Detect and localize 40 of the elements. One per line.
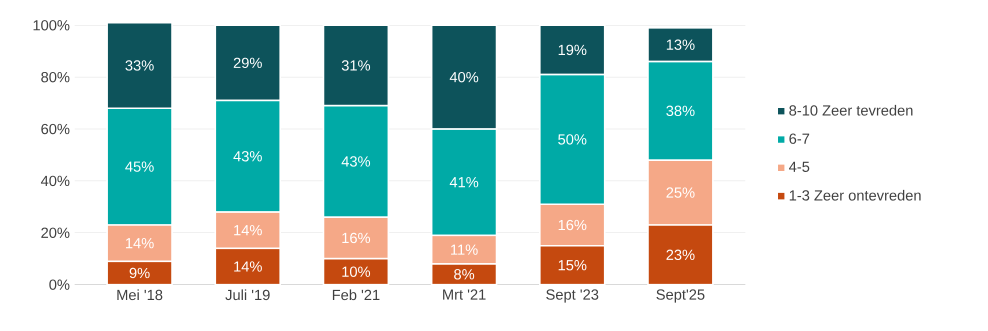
data-label: 10% [342, 266, 370, 278]
data-label: 14% [234, 262, 262, 272]
x-tick-label: Sept'25 [656, 290, 704, 303]
y-tick-label: 0% [49, 280, 70, 290]
legend-label: 1-3 Zeer ontevreden [790, 190, 921, 201]
data-label: 45% [125, 162, 154, 172]
legend-label: 4-5 [789, 162, 810, 172]
y-tick-label: 20% [41, 228, 70, 238]
data-label: 43% [233, 151, 262, 162]
data-label: 29% [234, 58, 262, 68]
y-tick-label: 40% [40, 176, 70, 186]
legend-label: 6-7 [789, 134, 810, 144]
data-label: 11% [451, 244, 478, 255]
data-label: 33% [125, 60, 154, 71]
y-tick-label: 80% [41, 72, 70, 82]
x-tick-label: Juli '19 [225, 290, 270, 300]
legend-label: 8-10 Zeer tevreden [789, 105, 912, 116]
data-label: 14% [126, 238, 154, 248]
data-label: 15% [558, 260, 586, 271]
x-tick-label: Feb '21 [332, 290, 380, 300]
data-label: 43% [342, 156, 370, 167]
data-label: 25% [666, 188, 695, 198]
data-label: 23% [666, 250, 695, 260]
data-label: 19% [558, 44, 586, 56]
x-tick-label: Mei '18 [117, 290, 162, 300]
y-tick-label: 100% [34, 20, 70, 31]
y-tick-label: 60% [41, 124, 70, 134]
data-label: 16% [342, 232, 370, 244]
x-tick-label: Mrt '21 [443, 290, 486, 300]
data-label: 38% [666, 106, 695, 116]
data-label: 13% [666, 40, 695, 50]
data-label: 9% [130, 268, 150, 278]
data-label: 41% [450, 177, 478, 188]
data-label: 31% [342, 60, 370, 71]
data-label: 14% [234, 225, 262, 236]
data-label: 50% [558, 134, 586, 145]
data-label: 8% [454, 269, 474, 280]
data-label: 16% [558, 220, 586, 230]
data-label: 40% [450, 72, 478, 82]
x-tick-label: Sept '23 [546, 290, 598, 303]
